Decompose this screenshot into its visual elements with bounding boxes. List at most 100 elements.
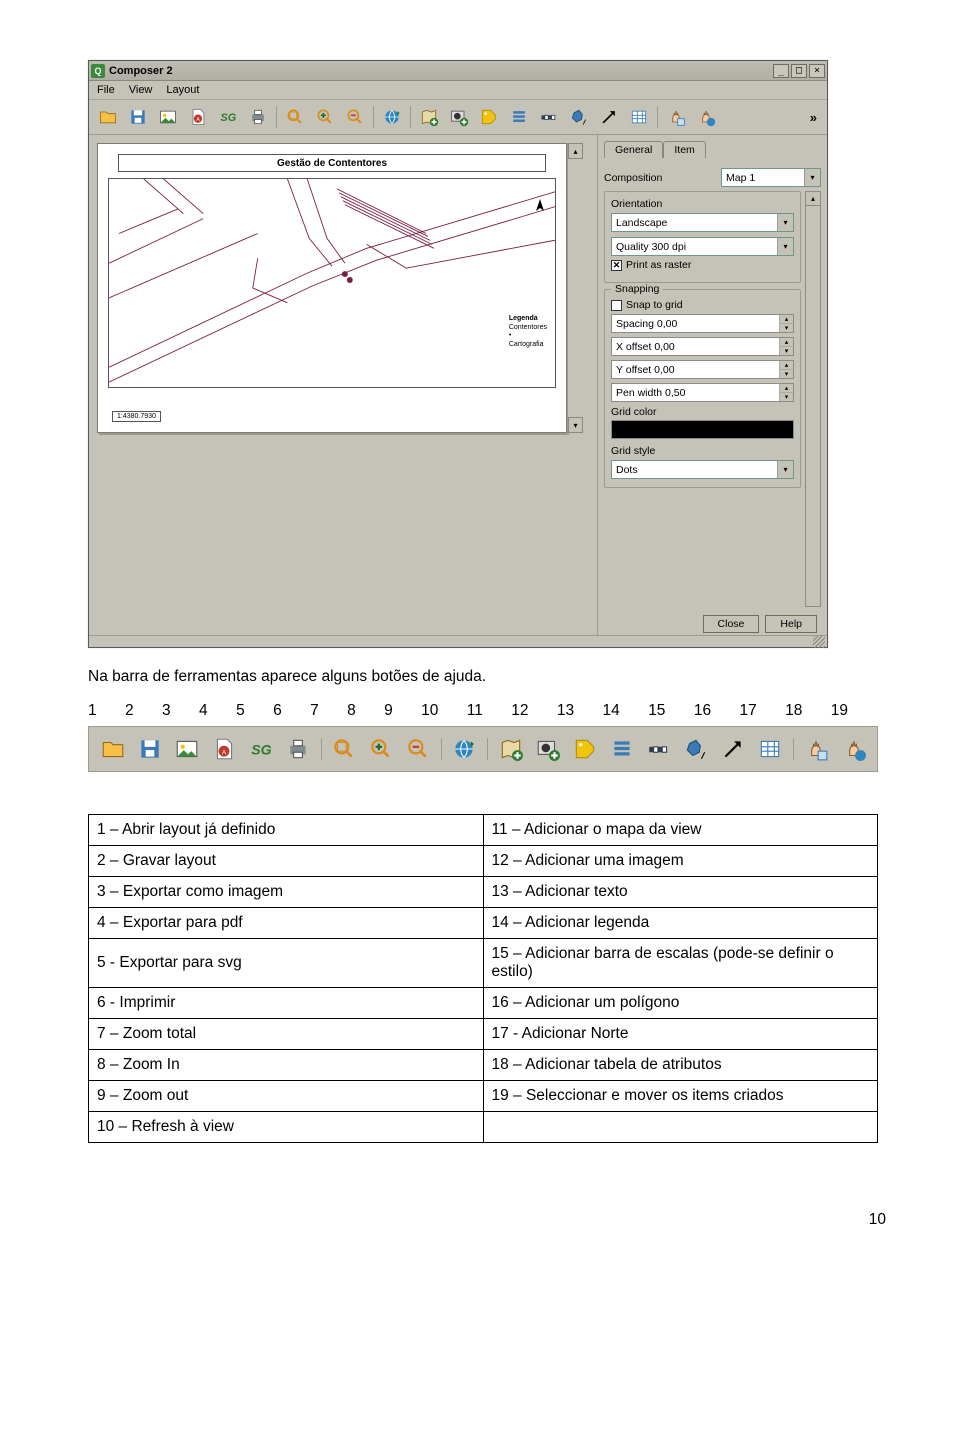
panel-scroll[interactable]: ▴ [805,191,821,607]
table-cell: 5 - Exportar para svg [89,939,484,988]
menu-view[interactable]: View [129,84,153,96]
move-item-icon[interactable] [801,733,832,765]
grid-color-swatch[interactable] [611,420,794,439]
toolbar-num: 12 [511,702,528,720]
menu-layout[interactable]: Layout [166,84,199,96]
add-map-icon[interactable] [495,733,526,765]
export-image-icon[interactable] [155,104,181,130]
window-title: Composer 2 [109,65,173,77]
toolbar-num: 16 [694,702,711,720]
save-layout-icon[interactable] [125,104,151,130]
add-table-icon[interactable] [755,733,786,765]
export-svg-icon[interactable]: SG [215,104,241,130]
export-image-icon[interactable] [171,733,202,765]
print-raster-check[interactable]: ✕ [611,260,622,271]
toolbar-num: 4 [199,702,208,720]
orientation-combo[interactable]: Landscape▾ [611,213,794,232]
move-content-icon[interactable] [693,104,719,130]
reference-toolbar: A SG [88,726,878,772]
legend-item: Legenda Contentores • Cartografia [509,315,547,349]
quality-combo[interactable]: Quality 300 dpi▾ [611,237,794,256]
add-table-icon[interactable] [626,104,652,130]
maximize-button[interactable]: □ [791,64,807,78]
toolbar-num: 17 [739,702,756,720]
zoom-in-icon[interactable] [312,104,338,130]
open-layout-icon[interactable] [97,733,128,765]
add-shape-icon[interactable] [681,733,712,765]
open-layout-icon[interactable] [95,104,121,130]
add-legend-icon[interactable] [506,104,532,130]
add-image-icon[interactable] [532,733,563,765]
zoom-full-icon[interactable] [329,733,360,765]
window-toolbar: A SG » [89,100,827,135]
toolbar-numbering: 12345678910111213141516171819 [88,702,848,726]
composer-window: Q Composer 2 _ □ × File View Layout A SG »… [88,60,828,648]
add-image-icon[interactable] [446,104,472,130]
refresh-icon[interactable] [379,104,405,130]
table-cell [483,1112,878,1143]
snap-grid-check[interactable] [611,300,622,311]
menu-file[interactable]: File [97,84,115,96]
move-content-icon[interactable] [838,733,869,765]
zoom-out-icon[interactable] [403,733,434,765]
print-icon[interactable] [283,733,314,765]
table-cell: 10 – Refresh à view [89,1112,484,1143]
zoom-in-icon[interactable] [366,733,397,765]
composition-combo[interactable]: Map 1▾ [721,168,821,187]
export-svg-icon[interactable]: SG [245,733,276,765]
add-label-icon[interactable] [476,104,502,130]
map-item[interactable]: Legenda Contentores • Cartografia [108,178,556,388]
north-arrow [535,199,545,225]
tab-item[interactable]: Item [663,141,705,158]
minimize-button[interactable]: _ [773,64,789,78]
print-icon[interactable] [245,104,271,130]
toolbar-num: 15 [648,702,665,720]
toolbar-overflow[interactable]: » [806,110,821,125]
tab-general[interactable]: General [604,141,663,158]
add-arrow-icon[interactable] [718,733,749,765]
save-layout-icon[interactable] [134,733,165,765]
canvas-scroll[interactable]: ▴▾ [567,143,583,433]
table-cell: 15 – Adicionar barra de escalas (pode-se… [483,939,878,988]
refresh-icon[interactable] [449,733,480,765]
panel-help-button[interactable]: Help [765,615,817,633]
add-scalebar-icon[interactable] [536,104,562,130]
xoffset-spin[interactable]: X offset 0,00▴▾ [611,337,794,356]
table-cell: 17 - Adicionar Norte [483,1019,878,1050]
panel-close-button[interactable]: Close [703,615,760,633]
close-button[interactable]: × [809,64,825,78]
scalebar-item: 1:4380.7930 [112,411,161,422]
spacing-spin[interactable]: Spacing 0,00▴▾ [611,314,794,333]
table-cell: 8 – Zoom In [89,1050,484,1081]
toolbar-num: 3 [162,702,171,720]
add-map-icon[interactable] [416,104,442,130]
move-item-icon[interactable] [663,104,689,130]
table-cell: 1 – Abrir layout já definido [89,815,484,846]
print-layout-page: Gestão de Contentores [97,143,567,433]
yoffset-spin[interactable]: Y offset 0,00▴▾ [611,360,794,379]
grid-style-combo[interactable]: Dots▾ [611,460,794,479]
svg-text:SG: SG [221,112,237,124]
table-cell: 13 – Adicionar texto [483,877,878,908]
toolbar-num: 11 [467,702,483,720]
add-shape-icon[interactable] [566,104,592,130]
add-legend-icon[interactable] [606,733,637,765]
toolbar-num: 9 [384,702,393,720]
zoom-full-icon[interactable] [282,104,308,130]
export-pdf-icon[interactable]: A [185,104,211,130]
penwidth-spin[interactable]: Pen width 0,50▴▾ [611,383,794,402]
add-scalebar-icon[interactable] [643,733,674,765]
svg-text:A: A [222,749,227,756]
qgis-icon: Q [91,64,105,78]
resize-grip-icon[interactable] [813,636,825,648]
zoom-out-icon[interactable] [342,104,368,130]
svg-text:SG: SG [251,741,271,757]
toolbar-num: 5 [236,702,245,720]
export-pdf-icon[interactable]: A [208,733,239,765]
add-label-icon[interactable] [569,733,600,765]
table-cell: 6 - Imprimir [89,988,484,1019]
toolbar-num: 2 [125,702,134,720]
snapping-group: Snapping Snap to grid Spacing 0,00▴▾ X o… [604,289,801,488]
add-arrow-icon[interactable] [596,104,622,130]
toolbar-num: 10 [421,702,438,720]
